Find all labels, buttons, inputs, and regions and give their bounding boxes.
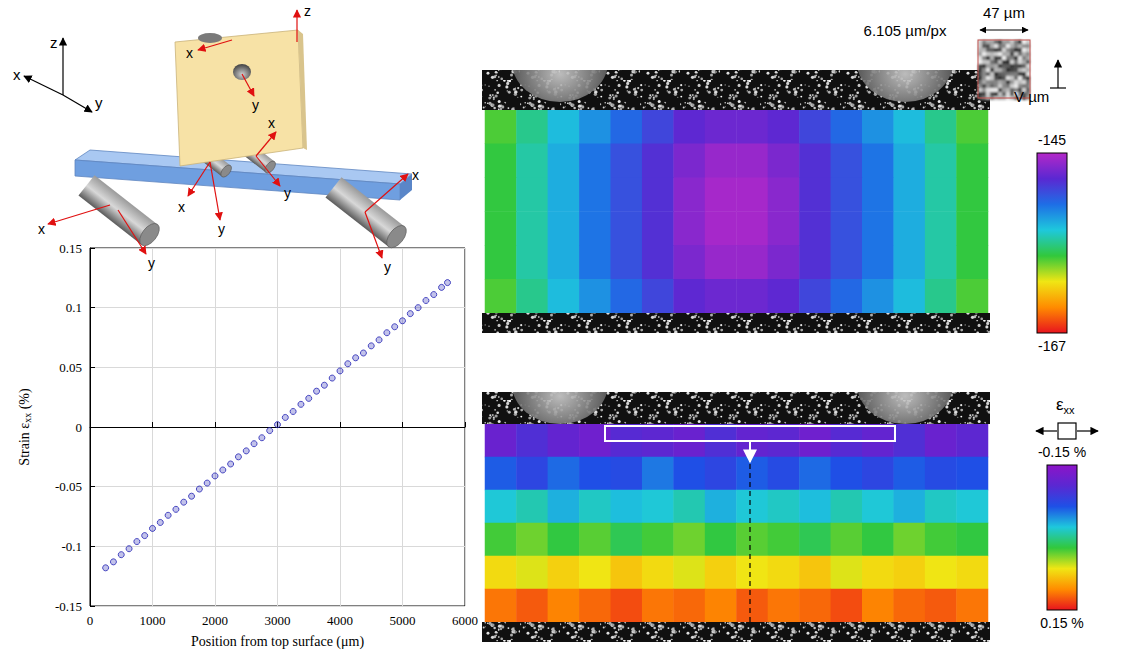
- svg-text:-0.1: -0.1: [61, 539, 82, 554]
- svg-text:47 µm: 47 µm: [983, 4, 1025, 21]
- svg-text:x: x: [38, 221, 45, 237]
- svg-text:0.15: 0.15: [59, 241, 82, 256]
- svg-text:x: x: [178, 199, 185, 215]
- svg-text:-0.15: -0.15: [55, 599, 82, 614]
- svg-text:y: y: [252, 97, 259, 113]
- svg-text:6000: 6000: [452, 613, 478, 628]
- svg-text:x: x: [268, 115, 275, 131]
- svg-text:-167: -167: [1038, 338, 1066, 354]
- svg-text:x: x: [412, 167, 419, 183]
- svg-text:1000: 1000: [140, 613, 166, 628]
- svg-text:0: 0: [87, 613, 94, 628]
- svg-text:-145: -145: [1038, 132, 1066, 148]
- svg-text:0: 0: [76, 420, 83, 435]
- svg-text:y: y: [148, 255, 155, 271]
- svg-text:5000: 5000: [390, 613, 416, 628]
- svg-text:x: x: [13, 66, 21, 83]
- svg-text:Strain ε: Strain ε: [17, 423, 32, 466]
- svg-text:y: y: [384, 259, 391, 275]
- svg-text:V µm: V µm: [1014, 88, 1049, 105]
- svg-text:y: y: [218, 221, 225, 237]
- svg-text:x: x: [186, 45, 193, 61]
- svg-text:εxx: εxx: [1056, 395, 1075, 416]
- svg-text:y: y: [284, 185, 291, 201]
- svg-text:-0.15 %: -0.15 %: [1038, 444, 1086, 460]
- svg-text:0.15 %: 0.15 %: [1040, 615, 1084, 631]
- svg-text:xx: xx: [22, 413, 33, 423]
- svg-text:0.1: 0.1: [66, 300, 82, 315]
- svg-text:z: z: [304, 3, 311, 19]
- svg-text:0.05: 0.05: [59, 360, 82, 375]
- svg-text:Position from top surface (μm): Position from top surface (μm): [191, 634, 364, 650]
- svg-text:-0.05: -0.05: [55, 479, 82, 494]
- svg-text:z: z: [50, 34, 58, 51]
- svg-text:4000: 4000: [327, 613, 353, 628]
- svg-text:y: y: [95, 94, 103, 111]
- svg-text:2000: 2000: [202, 613, 228, 628]
- svg-text:3000: 3000: [265, 613, 291, 628]
- svg-text:(%): (%): [17, 388, 33, 413]
- svg-text:6.105 µm/px: 6.105 µm/px: [864, 22, 947, 39]
